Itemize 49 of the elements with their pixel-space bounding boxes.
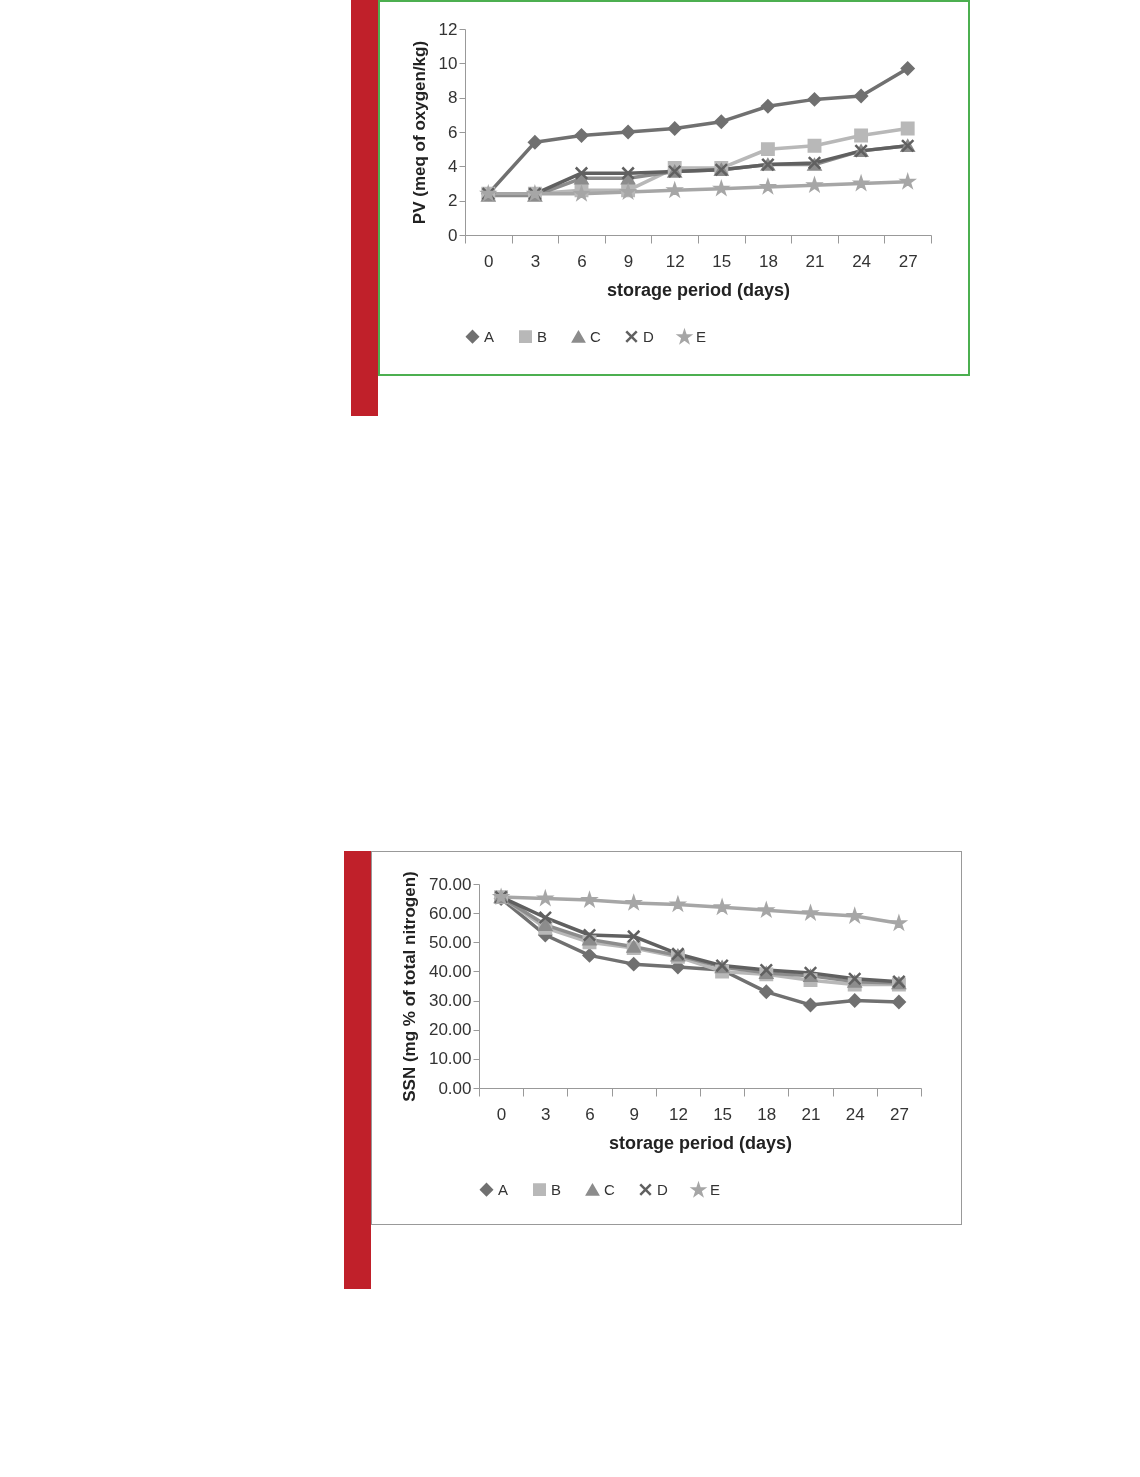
- x-axis-title: storage period (days): [608, 1132, 793, 1153]
- x-tick-label: 24: [852, 251, 872, 271]
- y-tick-label: 4: [448, 156, 458, 176]
- x-tick-label: 9: [623, 251, 634, 271]
- y-tick-label: 40.00: [428, 961, 472, 981]
- y-tick-label: 10.00: [428, 1049, 472, 1069]
- y-tick-label: 8: [448, 88, 458, 108]
- y-tick-label: 30.00: [428, 991, 472, 1011]
- legend-label: B: [537, 327, 548, 345]
- x-tick-label: 24: [845, 1104, 865, 1124]
- x-tick-label: 3: [541, 1104, 551, 1124]
- y-axis-title: PV (meq of oxygen/kg): [409, 40, 429, 225]
- x-tick-label: 27: [889, 1104, 909, 1124]
- y-tick-label: 6: [448, 122, 458, 142]
- y-tick-label: 20.00: [428, 1020, 472, 1040]
- x-tick-label: 21: [801, 1104, 821, 1124]
- y-tick-label: 0.00: [438, 1078, 472, 1098]
- x-tick-label: 9: [629, 1104, 639, 1124]
- x-tick-label: 27: [898, 251, 918, 271]
- x-tick-label: 21: [805, 251, 825, 271]
- x-tick-label: 15: [712, 251, 732, 271]
- legend-label: B: [551, 1180, 562, 1198]
- x-tick-label: 18: [758, 251, 778, 271]
- x-tick-label: 3: [530, 251, 541, 271]
- legend-label: E: [696, 328, 707, 346]
- legend-label: A: [484, 327, 495, 345]
- y-tick-label: 50.00: [428, 932, 472, 952]
- x-axis-title: storage period (days): [606, 279, 791, 300]
- x-tick-label: 6: [577, 251, 587, 271]
- legend-label: D: [643, 327, 654, 345]
- legend-label: C: [590, 327, 601, 345]
- x-tick-label: 0: [484, 251, 494, 271]
- x-tick-label: 6: [585, 1104, 595, 1124]
- legend-label: C: [604, 1180, 615, 1198]
- y-tick-label: 0: [448, 225, 458, 245]
- legend-label: A: [498, 1180, 509, 1198]
- legend-label: E: [710, 1181, 721, 1199]
- x-tick-label: 0: [496, 1104, 507, 1124]
- y-axis-title: SSN (mg % of total nitrogen): [399, 871, 419, 1102]
- x-tick-label: 15: [713, 1104, 733, 1124]
- y-tick-label: 60.00: [428, 903, 472, 923]
- y-tick-label: 70.00: [428, 874, 472, 894]
- x-tick-label: 12: [665, 251, 685, 271]
- y-tick-label: 10: [438, 53, 458, 73]
- y-tick-label: 2: [448, 191, 458, 211]
- legend-label: D: [657, 1180, 668, 1198]
- y-tick-label: 12: [438, 19, 458, 39]
- x-tick-label: 18: [757, 1104, 777, 1124]
- x-tick-label: 12: [668, 1104, 688, 1124]
